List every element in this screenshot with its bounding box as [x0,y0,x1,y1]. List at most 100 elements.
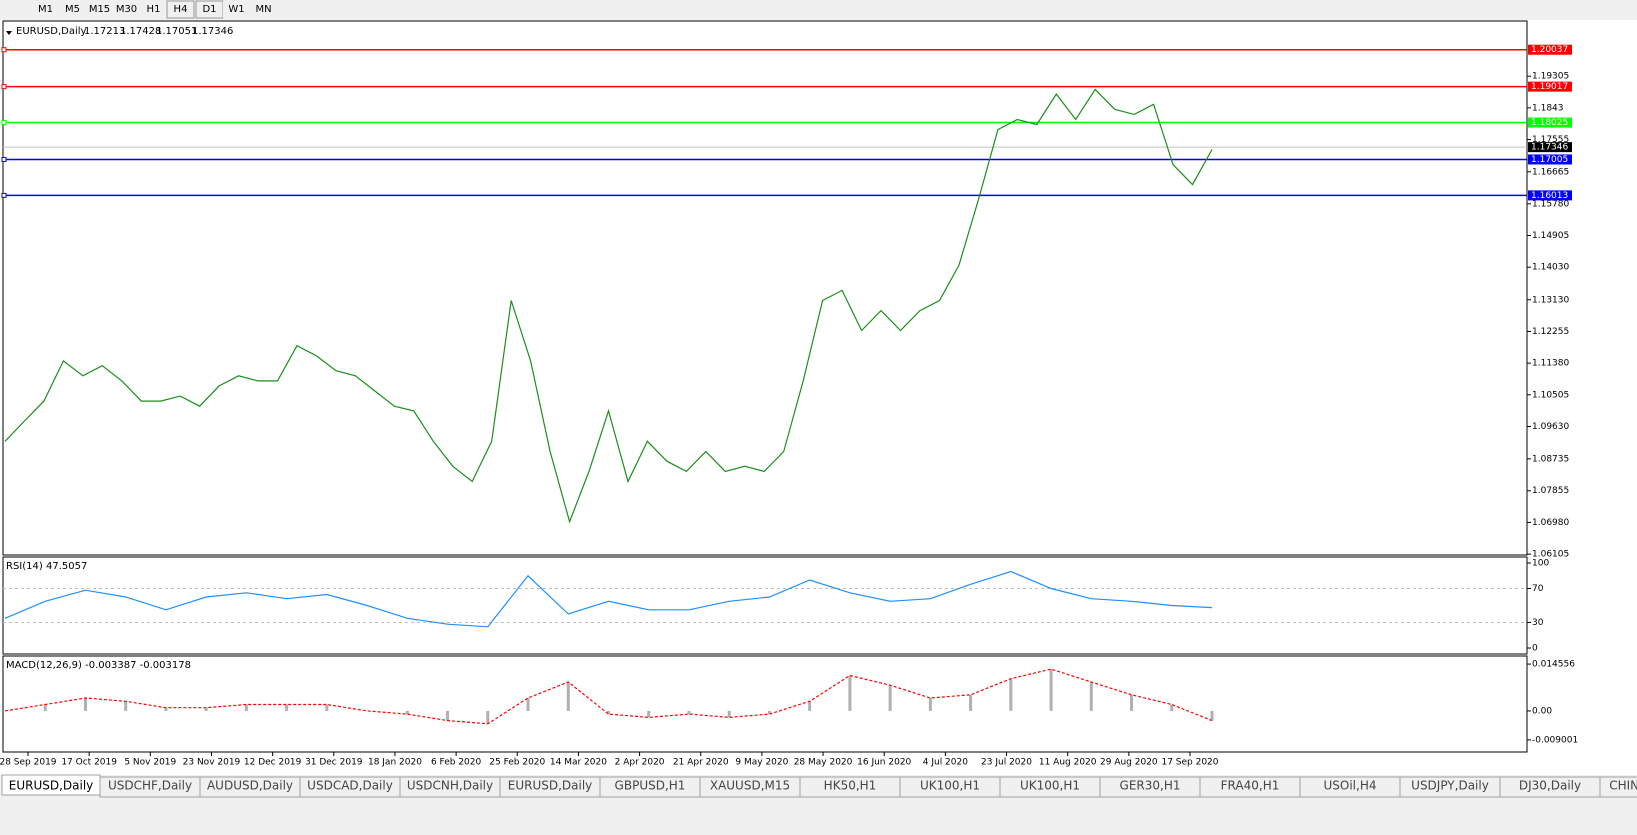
y-tick-label: 0.00 [1532,706,1552,716]
y-tick-label: 1.17555 [1532,135,1569,145]
x-tick-label: 21 Apr 2020 [673,758,729,768]
y-tick-label: 1.12255 [1532,327,1569,337]
x-tick-label: 6 Feb 2020 [431,758,482,768]
timeframe-label[interactable]: MN [255,4,271,15]
macd-pane [2,655,1528,753]
y-tick-label: 1.13130 [1532,295,1569,305]
timeframe-button[interactable] [32,1,59,18]
tab-label[interactable]: HK50,H1 [824,779,877,793]
price-line [4,88,1213,524]
level-label: 1.18025 [1531,118,1568,128]
tab[interactable] [1599,776,1637,798]
timeframe-label[interactable]: M1 [38,4,53,15]
ohlc-value: 1.17346 [192,26,233,37]
y-tick-label: 1.10505 [1532,390,1569,400]
current-label: 1.17346 [1531,143,1568,153]
timeframe-label[interactable]: M30 [116,4,137,15]
timeframe-label[interactable]: H4 [174,4,188,15]
y-tick-label: 1.16665 [1532,167,1569,177]
timeframe-label[interactable]: M5 [65,4,80,15]
tab-label[interactable]: EURUSD,Daily [9,779,94,793]
timeframe-button[interactable] [59,1,86,18]
menu-arrow[interactable] [6,31,12,35]
y-tick-label: 1.11380 [1532,359,1569,369]
symbol: EURUSD,Daily [16,26,87,37]
level-handle[interactable] [1,120,7,126]
tab-label[interactable]: GER30,H1 [1120,779,1181,793]
tab-label[interactable]: UK100,H1 [1020,779,1080,793]
y-tick-label: 1.14905 [1532,231,1569,241]
tab-label[interactable]: DJ30,Daily [1519,779,1581,793]
y-tick-label: 1.19305 [1532,72,1569,82]
timeframe-button[interactable] [250,1,277,18]
x-tick-label: 5 Nov 2019 [124,758,176,768]
y-tick-label: 1.15780 [1532,199,1569,209]
x-tick-label: 11 Aug 2020 [1039,758,1097,768]
y-tick-label: 1.09630 [1532,422,1569,432]
level-label: 1.20037 [1531,45,1568,55]
ohlc-value: 1.17428 [120,26,161,37]
timeframe-button[interactable] [113,1,140,18]
x-tick-label: 28 Sep 2019 [0,758,57,768]
x-tick-label: 28 May 2020 [794,758,853,768]
timeframe-button[interactable] [166,0,195,19]
ohlc-value: 1.17213 [84,26,125,37]
x-tick-label: 12 Dec 2019 [244,758,302,768]
level-handle[interactable] [1,47,7,53]
tab-label[interactable]: FRA40,H1 [1221,779,1280,793]
y-tick-label: -0.009001 [1532,735,1578,745]
tab-label[interactable]: USDCNH,Daily [407,779,493,793]
tab-label[interactable]: XAUUSD,M15 [710,779,790,793]
level-handle[interactable] [1,84,7,90]
tab-label[interactable]: CHINA300,H1 [1609,779,1637,793]
x-tick-label: 9 May 2020 [735,758,788,768]
x-tick-label: 25 Feb 2020 [489,758,545,768]
y-tick-label: 0.014556 [1532,660,1575,670]
tab-label[interactable]: AUDUSD,Daily [207,779,293,793]
tab-label[interactable]: USDCAD,Daily [307,779,393,793]
tab-label[interactable]: EURUSD,Daily [508,779,593,793]
timeframe-label[interactable]: D1 [202,4,216,15]
level-handle[interactable] [1,192,7,198]
x-tick-label: 29 Aug 2020 [1100,758,1158,768]
y-tick-label: 1.06105 [1532,550,1569,560]
level-tag [1528,154,1572,165]
x-tick-label: 31 Dec 2019 [305,758,363,768]
level-label: 1.17005 [1531,155,1568,165]
level-handle[interactable] [1,156,7,162]
price-pane [2,20,1528,556]
x-tick-label: 14 Mar 2020 [550,758,607,768]
timeframe-button[interactable] [140,1,167,18]
timeframe-button[interactable] [86,1,113,18]
timeframe-label[interactable]: W1 [228,4,244,15]
y-tick-label: 30 [1532,618,1544,628]
tab-label[interactable]: USDJPY,Daily [1411,779,1489,793]
x-tick-label: 23 Nov 2019 [183,758,241,768]
level-tag [1528,117,1572,128]
level-tag [1528,190,1572,201]
x-tick-label: 18 Jan 2020 [368,758,422,768]
x-tick-label: 23 Jul 2020 [981,758,1032,768]
timeframe-label[interactable]: M15 [89,4,110,15]
tab-label[interactable]: UK100,H1 [920,779,980,793]
rsi-title: RSI(14) 47.5057 [6,561,87,572]
x-tick-label: 4 Jul 2020 [923,758,968,768]
x-tick-label: 16 Jun 2020 [857,758,911,768]
y-tick-label: 70 [1532,584,1544,594]
y-tick-label: 1.14030 [1532,263,1569,273]
tab-label[interactable]: USDCHF,Daily [108,779,192,793]
x-tick-label: 17 Oct 2019 [61,758,117,768]
rsi-line [4,570,1213,628]
tab-label[interactable]: USOil,H4 [1324,779,1377,793]
chart-window [0,20,1637,775]
toolbar [0,0,1637,20]
macd-title: MACD(12,26,9) -0.003387 -0.003178 [6,660,191,671]
timeframe-label[interactable]: H1 [147,4,161,15]
ohlc-value: 1.17051 [156,26,197,37]
rsi-pane [2,556,1528,655]
timeframe-button[interactable] [223,1,250,18]
tab-label[interactable]: GBPUSD,H1 [615,779,686,793]
macd-signal [4,668,1213,725]
level-tag [1528,81,1572,92]
